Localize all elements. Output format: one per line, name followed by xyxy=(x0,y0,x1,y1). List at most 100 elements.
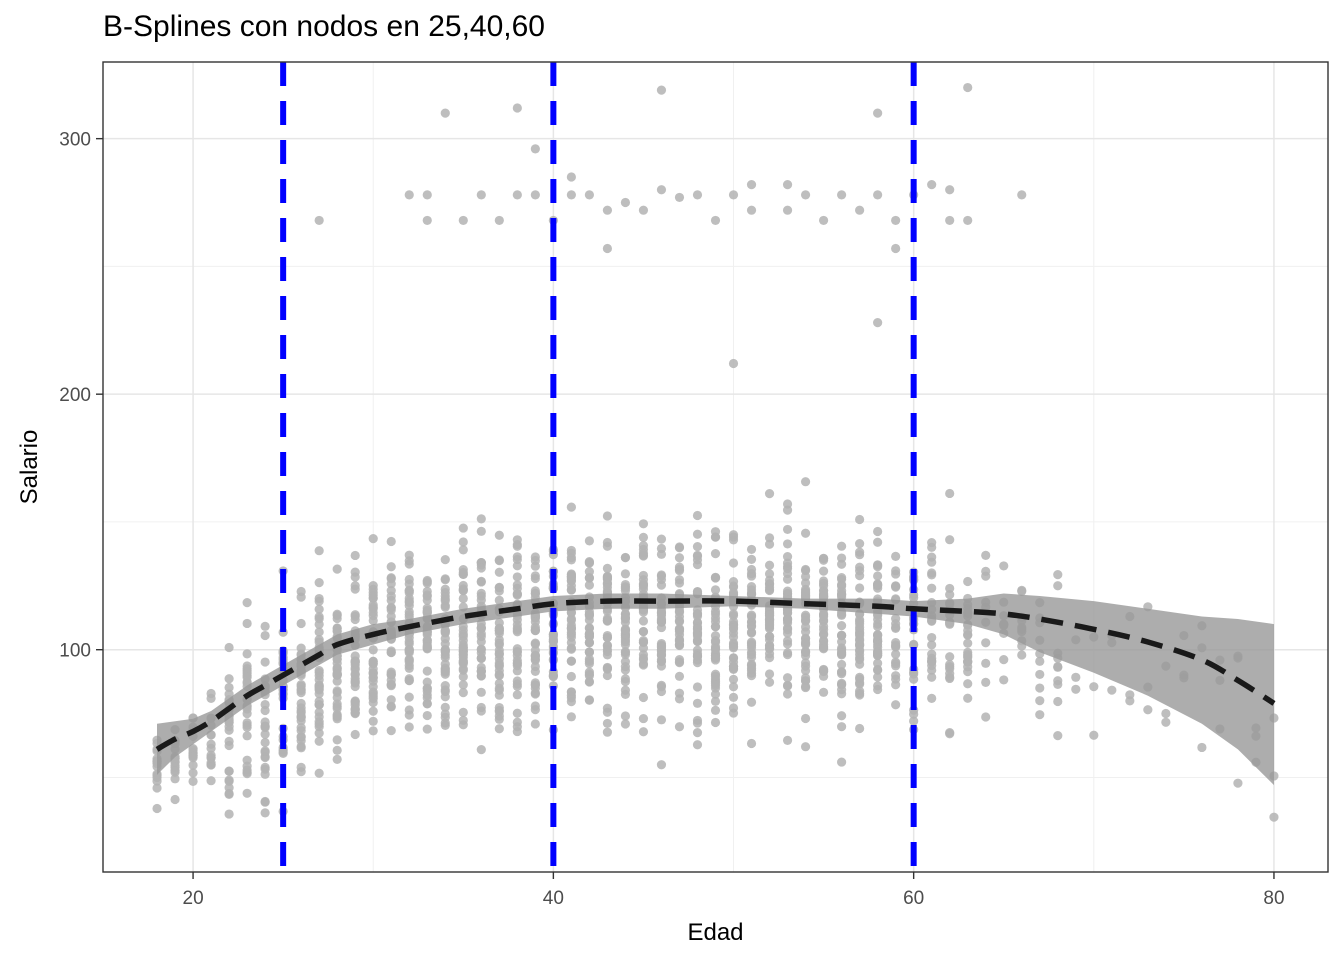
scatter-point xyxy=(314,627,324,637)
scatter-point xyxy=(440,712,450,722)
scatter-point xyxy=(818,636,829,646)
scatter-point xyxy=(746,568,757,579)
scatter-point xyxy=(296,681,306,691)
scatter-point xyxy=(1053,661,1063,672)
scatter-point xyxy=(566,697,576,707)
scatter-point xyxy=(386,669,396,679)
scatter-point xyxy=(458,523,468,533)
x-tick-label: 40 xyxy=(543,888,564,909)
scatter-point xyxy=(368,691,378,701)
scatter-point xyxy=(422,635,432,645)
scatter-point xyxy=(891,649,901,659)
scatter-point xyxy=(728,692,739,702)
scatter-point xyxy=(602,707,613,717)
scatter-point xyxy=(891,582,901,592)
scatter-point xyxy=(548,670,558,680)
scatter-point xyxy=(927,583,937,593)
scatter-point xyxy=(224,674,234,684)
scatter-point xyxy=(350,550,360,561)
x-tick-label: 80 xyxy=(1263,888,1284,909)
scatter-point xyxy=(638,727,649,737)
scatter-point xyxy=(728,558,739,568)
scatter-point xyxy=(602,511,613,521)
scatter-point xyxy=(909,716,919,726)
scatter-point xyxy=(764,669,775,679)
scatter-point xyxy=(728,643,739,653)
scatter-point xyxy=(782,558,793,568)
scatter-point xyxy=(837,589,847,599)
scatter-point xyxy=(620,719,631,729)
scatter-point xyxy=(656,534,667,544)
scatter-point xyxy=(891,623,901,633)
scatter-point xyxy=(818,566,829,576)
scatter-point xyxy=(963,651,973,661)
scatter-point xyxy=(764,632,775,642)
scatter-point xyxy=(1089,730,1099,740)
scatter-point xyxy=(584,611,594,621)
scatter-point xyxy=(837,609,847,619)
scatter-point xyxy=(656,760,667,770)
scatter-point xyxy=(566,502,576,512)
scatter-point xyxy=(458,585,468,595)
scatter-point xyxy=(296,688,306,698)
scatter-point xyxy=(368,656,378,667)
scatter-point xyxy=(404,190,414,200)
scatter-point xyxy=(927,542,937,552)
scatter-point xyxy=(224,682,234,693)
scatter-point xyxy=(927,640,937,650)
scatter-point xyxy=(350,670,360,680)
scatter-point xyxy=(584,573,594,583)
scatter-point xyxy=(981,638,991,648)
scatter-point xyxy=(386,726,396,736)
scatter-point xyxy=(386,679,396,689)
scatter-point xyxy=(332,654,342,664)
scatter-point xyxy=(512,190,522,200)
scatter-point xyxy=(620,685,631,695)
scatter-point xyxy=(782,607,793,618)
scatter-point xyxy=(837,711,847,721)
scatter-point xyxy=(800,190,811,200)
scatter-point xyxy=(855,205,865,215)
scatter-point xyxy=(782,205,793,215)
scatter-point xyxy=(1161,708,1171,719)
scatter-point xyxy=(927,649,937,659)
scatter-point xyxy=(620,585,631,596)
scatter-point xyxy=(945,583,955,594)
scatter-point xyxy=(422,578,432,588)
scatter-point xyxy=(332,735,342,745)
scatter-point xyxy=(602,571,613,581)
scatter-point xyxy=(891,659,901,669)
scatter-point xyxy=(818,215,829,226)
scatter-point xyxy=(674,626,685,636)
scatter-point xyxy=(242,597,252,608)
scatter-point xyxy=(224,809,234,819)
scatter-point xyxy=(602,727,613,737)
scatter-point xyxy=(746,180,757,190)
scatter-point xyxy=(746,697,757,707)
scatter-point xyxy=(548,632,558,642)
scatter-point xyxy=(602,563,613,573)
scatter-point xyxy=(224,740,234,751)
scatter-point xyxy=(440,596,450,606)
fit-curve xyxy=(155,598,1276,752)
scatter-point xyxy=(494,670,504,681)
scatter-point xyxy=(440,627,450,637)
scatter-point xyxy=(927,632,937,643)
scatter-point xyxy=(1071,672,1081,682)
scatter-point xyxy=(728,661,739,672)
scatter-point xyxy=(981,550,991,560)
scatter-point xyxy=(494,678,504,688)
scatter-point xyxy=(1053,696,1063,707)
panel-border xyxy=(102,61,1329,873)
scatter-point xyxy=(764,584,775,595)
scatter-point xyxy=(837,581,847,591)
scatter-point xyxy=(818,610,829,620)
scatter-point xyxy=(458,215,468,226)
scatter-point xyxy=(656,549,667,559)
scatter-point xyxy=(476,563,486,573)
scatter-point xyxy=(800,638,811,649)
scatter-point xyxy=(242,788,252,798)
scatter-point xyxy=(458,672,468,682)
scatter-point xyxy=(152,803,162,814)
scatter-point xyxy=(638,519,649,529)
